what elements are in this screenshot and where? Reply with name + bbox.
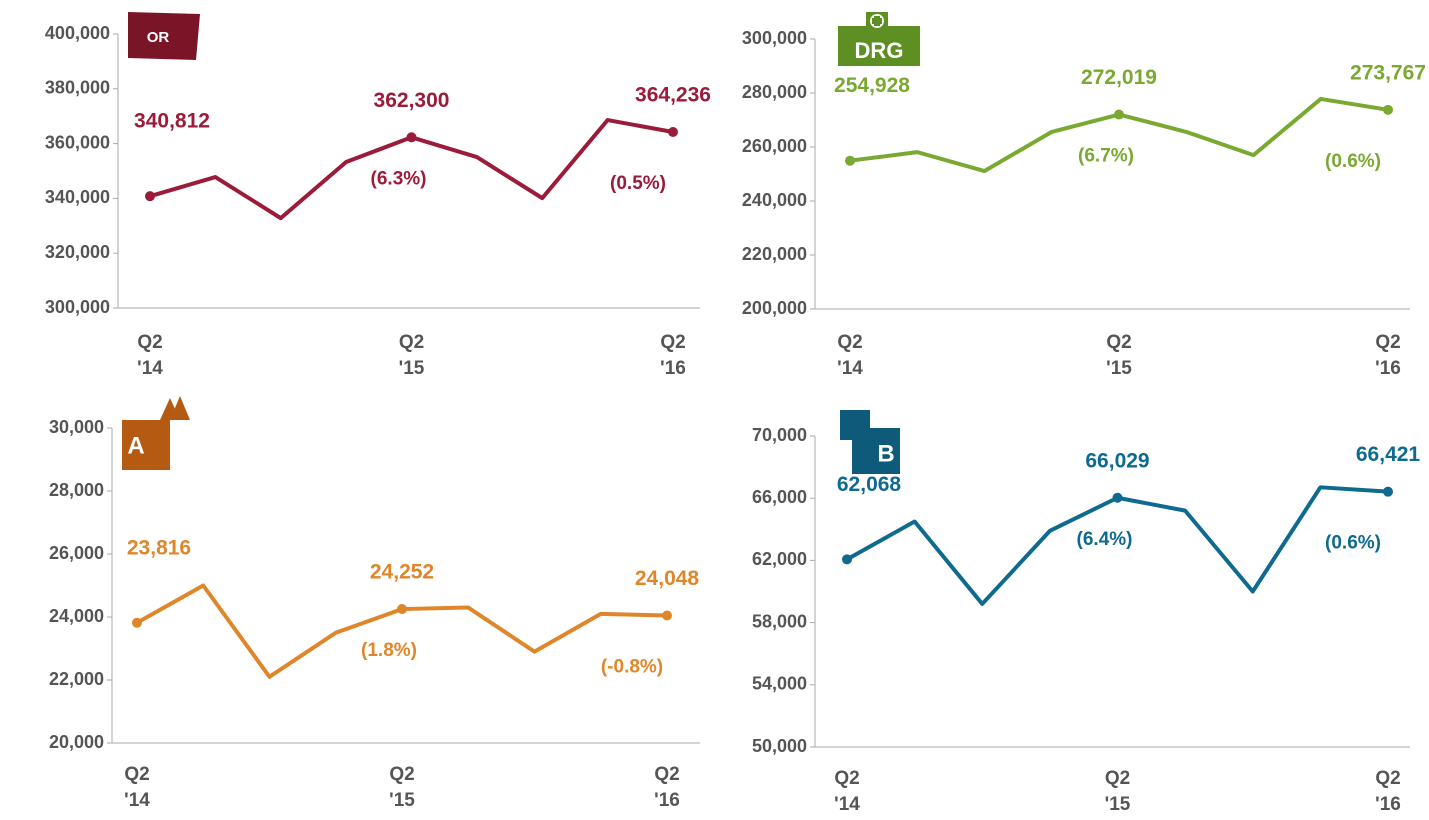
change-label: (0.5%) xyxy=(610,173,666,194)
marker xyxy=(1383,486,1393,497)
change-label: (0.6%) xyxy=(1325,533,1381,554)
x-tick-label: Q2 '16 xyxy=(654,764,680,811)
marker xyxy=(1112,492,1123,503)
x-tick-label: Q2 '15 xyxy=(1106,332,1132,379)
y-tick-label: 22,000 xyxy=(49,669,104,689)
y-tick-label: 66,000 xyxy=(752,487,807,507)
y-tick-label: 280,000 xyxy=(742,82,807,102)
y-tick-label: 24,000 xyxy=(49,606,104,626)
y-tick-label: 260,000 xyxy=(742,136,807,156)
y-tick-label: 20,000 xyxy=(49,732,104,752)
marker xyxy=(145,191,155,202)
y-tick-label: 240,000 xyxy=(742,190,807,210)
y-tick-label: 360,000 xyxy=(45,132,110,152)
value-label: 364,236 xyxy=(635,84,711,107)
value-label: 362,300 xyxy=(374,89,450,112)
x-tick-label: Q2 '14 xyxy=(137,332,163,379)
x-tick-label: Q2 '15 xyxy=(398,332,425,379)
marker xyxy=(662,610,672,621)
value-label: 24,252 xyxy=(370,561,434,584)
x-tick-label: Q2 '14 xyxy=(834,768,860,815)
marker xyxy=(132,617,142,628)
y-tick-label: 70,000 xyxy=(752,425,807,445)
y-tick-label: 300,000 xyxy=(45,297,110,317)
value-label: 273,767 xyxy=(1350,61,1426,84)
x-tick-label: Q2 '16 xyxy=(660,332,686,379)
icon-label: DRG xyxy=(855,38,904,63)
value-label: 23,816 xyxy=(127,536,191,559)
x-tick-label: Q2 '15 xyxy=(1104,768,1131,815)
value-label: 254,928 xyxy=(834,74,910,97)
value-label: 340,812 xyxy=(134,110,210,133)
y-tick-label: 400,000 xyxy=(45,23,110,43)
marker xyxy=(845,155,855,166)
x-tick-label: Q2 '16 xyxy=(1375,768,1401,815)
value-label: 66,029 xyxy=(1085,449,1149,472)
y-tick-label: 28,000 xyxy=(49,480,104,500)
hospital-icon: B xyxy=(840,410,900,474)
change-label: (-0.8%) xyxy=(601,657,663,678)
afford-icon: A xyxy=(122,396,190,470)
x-tick-label: Q2 '15 xyxy=(389,764,415,811)
value-label: 62,068 xyxy=(837,473,902,496)
value-label: 272,019 xyxy=(1081,66,1157,89)
value-label: 24,048 xyxy=(635,567,700,590)
y-tick-label: 220,000 xyxy=(742,244,807,264)
y-tick-label: 58,000 xyxy=(752,611,807,631)
oregon-icon: OR xyxy=(128,12,200,60)
value-label: 66,421 xyxy=(1356,443,1421,466)
y-tick-label: 340,000 xyxy=(45,187,110,207)
change-label: (0.6%) xyxy=(1325,151,1381,172)
marker xyxy=(668,126,678,137)
icon-label: B xyxy=(877,440,894,467)
y-tick-label: 50,000 xyxy=(752,736,807,756)
change-label: (6.3%) xyxy=(371,168,427,189)
line xyxy=(136,583,668,679)
change-label: (1.8%) xyxy=(361,640,417,661)
icon-label: OR xyxy=(147,29,170,46)
y-tick-label: 26,000 xyxy=(49,543,104,563)
change-label: (6.4%) xyxy=(1077,529,1133,550)
change-label: (6.7%) xyxy=(1078,146,1134,167)
y-tick-label: 62,000 xyxy=(752,549,807,569)
marker xyxy=(842,554,852,565)
marker xyxy=(406,132,417,143)
x-tick-label: Q2 '16 xyxy=(1375,332,1401,379)
x-tick-label: Q2 '14 xyxy=(837,332,863,379)
y-tick-label: 320,000 xyxy=(45,242,110,262)
marker xyxy=(397,604,407,615)
x-tick-label: Q2 '14 xyxy=(124,764,150,811)
drg-icon: DRG xyxy=(838,12,920,66)
y-tick-label: 300,000 xyxy=(742,28,807,48)
y-tick-label: 200,000 xyxy=(742,298,807,318)
icon-label: A xyxy=(127,432,144,459)
marker xyxy=(1114,109,1124,120)
marker xyxy=(1383,104,1393,115)
y-tick-label: 380,000 xyxy=(45,78,110,98)
y-tick-label: 54,000 xyxy=(752,674,807,694)
y-tick-label: 30,000 xyxy=(49,417,104,437)
